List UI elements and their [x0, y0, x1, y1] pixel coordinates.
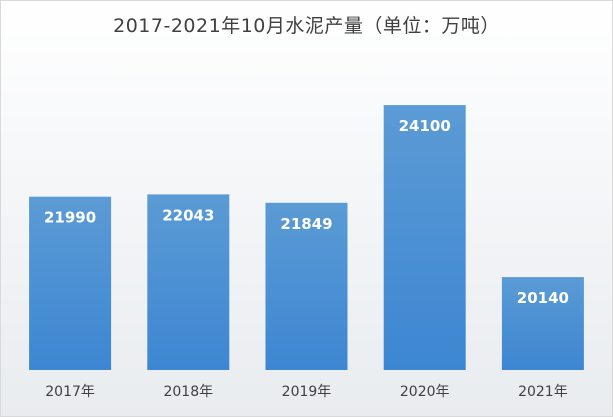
chart-title: 2017-2021年10月水泥产量（单位：万吨） — [113, 15, 500, 37]
bar-2020年 — [383, 105, 466, 370]
category-tick-label: 2021年 — [518, 384, 568, 400]
bars-group: 21990 22043 21849 24100 20140 — [29, 105, 584, 370]
category-labels-group: 2017年 2018年 2019年 2020年 2021年 — [45, 384, 567, 400]
bar-2017年 — [29, 196, 112, 370]
bar-value-label: 24100 — [399, 117, 451, 135]
bar-value-label: 20140 — [517, 289, 569, 307]
bar-2021年 — [501, 277, 584, 370]
bar-value-label: 21990 — [44, 209, 96, 227]
category-tick-label: 2019年 — [282, 384, 332, 400]
bar-2019年 — [265, 202, 348, 370]
category-tick-label: 2017年 — [45, 384, 95, 400]
category-tick-label: 2020年 — [400, 384, 450, 400]
category-tick-label: 2018年 — [163, 384, 213, 400]
bar-value-label: 21849 — [280, 215, 332, 233]
bar-2018年 — [147, 194, 230, 370]
bar-value-label: 22043 — [162, 206, 214, 224]
